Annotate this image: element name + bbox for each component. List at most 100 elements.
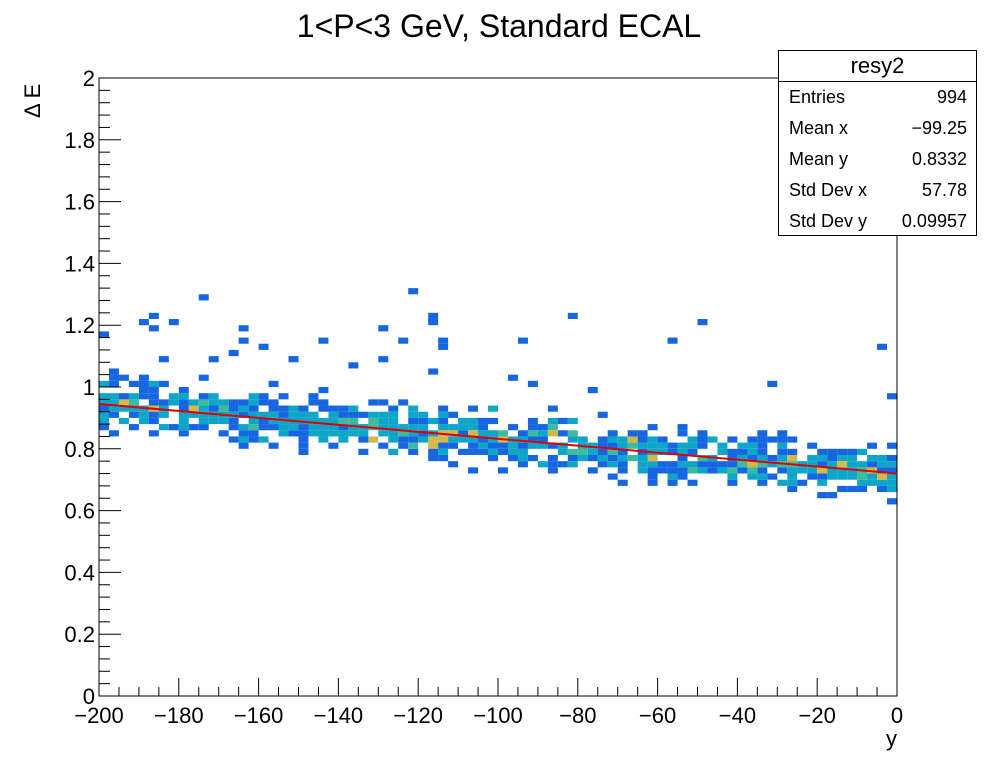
heatmap-bin: [198, 405, 209, 412]
heatmap-bin: [857, 461, 868, 468]
heatmap-bin: [448, 411, 459, 418]
heatmap-bin: [847, 473, 858, 480]
heatmap-bin: [248, 399, 259, 406]
stats-value: 994: [936, 87, 967, 107]
heatmap-bin: [747, 454, 758, 462]
heatmap-bin: [687, 479, 698, 486]
heatmap-bin: [697, 430, 708, 437]
heatmap-bin: [847, 454, 858, 462]
heatmap-bin: [807, 473, 818, 480]
heatmap-bin: [787, 448, 798, 455]
heatmap-bin: [767, 473, 778, 480]
heatmap-bin: [438, 448, 449, 455]
heatmap-bin: [438, 424, 449, 431]
heatmap-bin: [418, 417, 429, 425]
heatmap-bin: [398, 399, 409, 406]
heatmap-bin: [99, 380, 109, 387]
heatmap-bin: [687, 448, 698, 455]
heatmap-bin: [428, 454, 439, 462]
heatmap-bin: [677, 473, 688, 480]
heatmap-bin: [388, 417, 399, 425]
heatmap-bin: [507, 454, 518, 462]
heatmap-bin: [108, 393, 119, 400]
heatmap-bin: [507, 442, 518, 449]
heatmap-bin: [468, 436, 479, 443]
stats-value: 57.78: [921, 180, 967, 200]
heatmap-bin: [617, 461, 628, 468]
heatmap-bin: [268, 405, 279, 412]
heatmap-bin: [398, 337, 409, 344]
heatmap-bin: [537, 430, 548, 437]
heatmap-bin: [358, 436, 369, 443]
heatmap-bin: [727, 436, 738, 443]
y-tick-label: 0.8: [64, 437, 95, 462]
heatmap-bin: [348, 362, 359, 369]
heatmap-bin: [747, 467, 758, 474]
heatmap-bin: [557, 417, 568, 425]
y-tick-label: 0.6: [64, 499, 95, 524]
heatmap-bin: [348, 417, 359, 425]
heatmap-bin: [547, 430, 558, 437]
heatmap-bin: [468, 430, 479, 437]
heatmap-bin: [138, 387, 149, 394]
heatmap-bin: [168, 399, 179, 406]
heatmap-bin: [747, 473, 758, 480]
heatmap-bin: [557, 461, 568, 468]
heatmap-bin: [857, 485, 868, 493]
heatmap-bin: [887, 461, 897, 468]
heatmap-bin: [378, 442, 389, 449]
heatmap-bin: [707, 436, 718, 443]
heatmap-bin: [498, 467, 508, 474]
heatmap-bin: [318, 436, 329, 443]
heatmap-bin: [647, 479, 658, 486]
stats-row-entries: Entries 994: [779, 82, 976, 113]
heatmap-bin: [777, 436, 788, 443]
heatmap-bin: [837, 448, 848, 455]
heatmap-bin: [258, 424, 269, 431]
heatmap-bin: [637, 461, 648, 468]
heatmap-bin: [248, 393, 259, 400]
heatmap-bin: [178, 430, 189, 437]
heatmap-bin: [677, 461, 688, 468]
heatmap-bin: [677, 454, 688, 462]
heatmap-bin: [707, 461, 718, 468]
heatmap-bin: [607, 454, 618, 462]
x-tick-label: −180: [154, 703, 204, 728]
heatmap-bin: [757, 436, 768, 443]
heatmap-bin: [837, 454, 848, 462]
heatmap-bin: [238, 424, 249, 431]
stats-key: Mean y: [789, 149, 849, 169]
heatmap-bin: [687, 442, 698, 449]
heatmap-bin: [647, 442, 658, 449]
heatmap-bin: [637, 454, 648, 462]
heatmap-bin: [687, 461, 698, 468]
heatmap-bin: [228, 436, 239, 443]
heatmap-bin: [507, 424, 518, 431]
heatmap-bin: [527, 380, 538, 387]
heatmap-bin: [498, 430, 508, 437]
heatmap-bin: [308, 424, 319, 431]
heatmap-bin: [647, 454, 658, 462]
heatmap-bin: [667, 479, 678, 486]
heatmap-bin: [887, 479, 897, 486]
heatmap-bin: [128, 424, 139, 431]
heatmap-bin: [438, 405, 449, 412]
heatmap-bin: [557, 430, 568, 437]
heatmap-bin: [647, 467, 658, 474]
heatmap-bin: [348, 424, 359, 431]
heatmap-bin: [787, 479, 798, 486]
heatmap-bin: [607, 436, 618, 443]
heatmap-bin: [438, 337, 449, 344]
heatmap-bin: [338, 430, 349, 437]
heatmap-bin: [637, 430, 648, 437]
heatmap-bin: [468, 467, 479, 474]
heatmap-bin: [398, 424, 409, 431]
heatmap-bin: [348, 430, 359, 437]
heatmap-bin: [617, 454, 628, 462]
heatmap-bin: [727, 454, 738, 462]
heatmap-bin: [99, 393, 109, 400]
heatmap-bin: [827, 473, 838, 480]
heatmap-bin: [637, 467, 648, 474]
heatmap-bin: [408, 417, 419, 425]
heatmap-bin: [118, 399, 129, 406]
